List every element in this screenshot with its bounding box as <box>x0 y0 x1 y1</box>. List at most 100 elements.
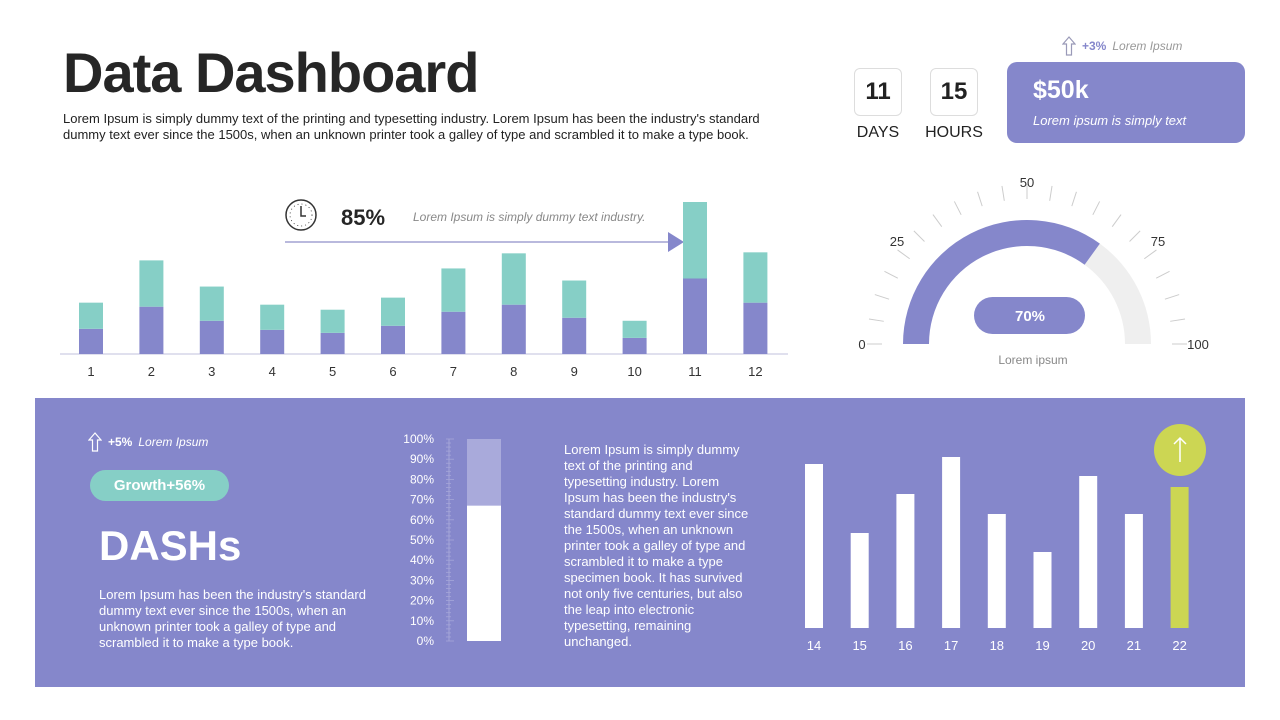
gauge-tick-mark <box>1170 318 1186 322</box>
x-tick-label: 10 <box>627 364 641 379</box>
x-tick-label: 21 <box>1127 638 1141 653</box>
bar-segment-1-1 <box>79 328 103 354</box>
gauge-tick-mark <box>868 318 884 322</box>
intro-text: Lorem Ipsum is simply dummy text of the … <box>63 111 760 142</box>
gauge-tick-mark <box>977 191 983 207</box>
x-tick-label: 17 <box>944 638 958 653</box>
gauge-tick-mark <box>932 214 943 227</box>
bar-segment-7-1 <box>441 311 466 354</box>
bar-17 <box>942 457 961 628</box>
gauge-tick-mark <box>1001 185 1005 201</box>
progress-fill <box>467 505 501 641</box>
bar-20 <box>1079 476 1098 628</box>
bar-14 <box>805 464 823 628</box>
x-tick-label: 15 <box>852 638 866 653</box>
days-value: 11 <box>854 68 902 116</box>
x-tick-label: 1 <box>87 364 94 379</box>
bar-segment-2-2 <box>139 260 164 307</box>
gauge-tick-mark <box>884 270 899 279</box>
bar-segment-6-2 <box>381 297 405 326</box>
dashs-description: Lorem Ipsum has been the industry's stan… <box>99 587 366 650</box>
x-tick-label: 4 <box>269 364 276 379</box>
trend-up-badge <box>1154 424 1206 476</box>
x-tick-label: 7 <box>450 364 457 379</box>
gauge-tick-mark <box>913 230 925 242</box>
growth-change-value: +5% <box>108 435 133 449</box>
callout-text: Lorem Ipsum is simply dummy text industr… <box>413 210 646 224</box>
progress-tick-label: 50% <box>410 533 434 547</box>
bar-segment-6-1 <box>381 325 405 354</box>
x-tick-label: 20 <box>1081 638 1095 653</box>
bar-segment-10-2 <box>622 320 647 338</box>
gauge-tick-mark <box>897 249 910 260</box>
x-tick-label: 9 <box>571 364 578 379</box>
gauge-tick-100: 100 <box>1187 337 1209 352</box>
bar-segment-2-1 <box>139 306 164 354</box>
x-tick-label: 5 <box>329 364 336 379</box>
bar-21 <box>1124 514 1143 628</box>
progress-tick-label: 0% <box>417 634 435 648</box>
gauge-tick-mark <box>874 294 890 300</box>
gauge-tick-mark <box>1155 270 1170 279</box>
kpi-card: $50k Lorem ipsum is simply text <box>1007 62 1245 143</box>
gauge-tick-mark <box>1164 294 1180 300</box>
gauge-chart: 0 25 50 75 100 70% Lorem ipsum <box>858 175 1209 367</box>
arrow-up-icon <box>1062 36 1076 56</box>
growth-change-label: Lorem Ipsum <box>138 435 209 449</box>
gauge-tick-0: 0 <box>858 337 865 352</box>
progress-tick-label: 30% <box>410 573 434 587</box>
callout-percent: 85% <box>341 205 385 230</box>
gauge-fill <box>903 220 1100 344</box>
gauge-tick-mark <box>1071 191 1077 207</box>
gauge-tick-mark <box>953 201 962 216</box>
gauge-tick-mark <box>1144 249 1157 260</box>
bar-19 <box>1033 552 1052 628</box>
arrow-up-icon <box>88 432 102 452</box>
gauge-tick-mark <box>1129 230 1141 242</box>
x-tick-label: 14 <box>807 638 821 653</box>
bar-22 <box>1170 487 1189 628</box>
progress-tick-label: 60% <box>410 513 434 527</box>
growth-change: +5% Lorem Ipsum <box>88 432 208 452</box>
kpi-value: $50k <box>1033 76 1089 104</box>
x-tick-label: 3 <box>208 364 215 379</box>
progress-tick-label: 10% <box>410 614 434 628</box>
gauge-tick-50: 50 <box>1020 175 1034 190</box>
kpi-change: +3% Lorem Ipsum <box>1062 36 1182 56</box>
progress-chart: 100% 90% 80% 70% 60% 50% 40% 30% 20% 10% 0% <box>403 432 501 648</box>
gauge-caption: Lorem ipsum <box>998 353 1067 367</box>
gauge-tick-mark <box>1111 214 1122 227</box>
description-text: Lorem Ipsum is simply dummy text of the … <box>564 442 749 649</box>
kpi-change-value: +3% <box>1082 39 1107 53</box>
bar-segment-3-2 <box>199 286 224 321</box>
gauge-tick-25: 25 <box>890 234 904 249</box>
bar-segment-4-1 <box>260 329 285 354</box>
x-tick-label: 11 <box>688 364 702 379</box>
gauge-value-pill <box>974 297 1085 334</box>
growth-badge: Growth+56% <box>90 470 229 501</box>
bar-segment-8-1 <box>501 304 526 354</box>
bar-16 <box>896 494 915 628</box>
gauge-track <box>1084 243 1151 344</box>
bar-segment-11-2 <box>683 202 707 279</box>
progress-tick-label: 40% <box>410 553 434 567</box>
progress-tick-label: 90% <box>410 452 434 466</box>
progress-tick-label: 100% <box>403 432 434 446</box>
bar-segment-12-2 <box>743 252 768 303</box>
gauge-value: 70% <box>1015 308 1045 325</box>
kpi-change-label: Lorem Ipsum <box>1112 39 1183 53</box>
kpi-subtitle: Lorem ipsum is simply text <box>1033 113 1187 128</box>
gauge-tick-mark <box>1092 201 1101 216</box>
progress-tick-label: 20% <box>410 594 434 608</box>
hours-value: 15 <box>930 68 978 116</box>
dashs-heading: DASHs <box>99 522 242 569</box>
progress-tick-label: 70% <box>410 493 434 507</box>
bar-segment-7-2 <box>441 268 466 312</box>
bar-15 <box>850 533 869 628</box>
bar-segment-5-2 <box>320 309 345 333</box>
bar-chart: 14 15 16 17 18 19 20 21 22 <box>805 424 1206 653</box>
gauge-tick-75: 75 <box>1151 234 1165 249</box>
bottom-panel <box>35 398 1245 687</box>
bar-segment-10-1 <box>622 337 647 354</box>
bar-segment-1-2 <box>79 302 103 329</box>
